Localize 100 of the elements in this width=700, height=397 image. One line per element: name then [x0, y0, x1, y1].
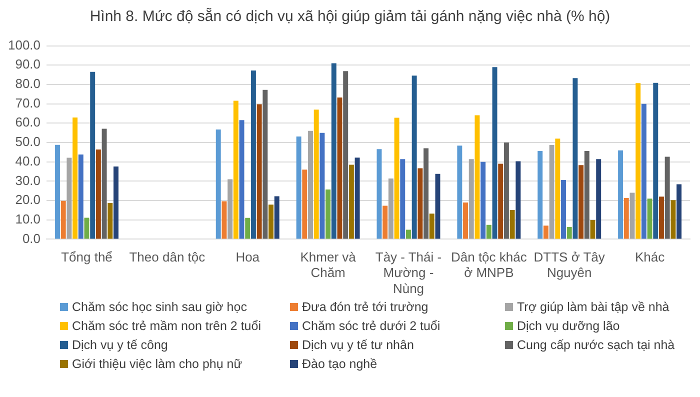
bar [256, 104, 262, 239]
legend-label: Chăm sóc trẻ dưới 2 tuổi [302, 319, 440, 333]
bar [435, 174, 440, 239]
bar [400, 159, 406, 239]
bar [55, 144, 60, 239]
bar [618, 150, 624, 239]
bar [320, 132, 325, 239]
bar [492, 67, 498, 239]
bar [114, 166, 118, 239]
bar [561, 180, 566, 239]
bar [354, 158, 360, 239]
bar [578, 165, 584, 239]
bar [388, 178, 394, 239]
bar [486, 224, 492, 239]
bar [406, 230, 411, 239]
bar [543, 226, 548, 239]
legend-label: Dịch vụ dưỡng lão [517, 319, 620, 333]
legend-label: Trợ giúp làm bài tập về nhà [517, 300, 670, 314]
bar [647, 198, 652, 239]
bar [78, 154, 84, 239]
x-tick-label: DTTS ở Tây Nguyên [534, 250, 606, 280]
bar [504, 142, 509, 239]
bar [516, 161, 521, 239]
bar [584, 151, 590, 239]
y-tick-label: 80.0 [15, 76, 41, 92]
bar [90, 72, 96, 239]
bar [239, 120, 244, 239]
bar [96, 149, 101, 239]
bar [228, 179, 233, 239]
bar [480, 162, 486, 239]
bar [590, 220, 596, 239]
bar [538, 151, 543, 239]
bar [274, 196, 280, 239]
y-tick-label: 40.0 [15, 153, 41, 168]
bar [498, 164, 504, 239]
bar [348, 164, 354, 239]
bar [382, 206, 388, 239]
bar [636, 83, 641, 239]
bar [102, 128, 107, 239]
bar [376, 149, 382, 239]
bar [326, 189, 331, 239]
legend-label: Chăm sóc trẻ mầm non trên 2 tuổi [72, 319, 261, 333]
bar [474, 115, 480, 239]
bar [262, 90, 268, 239]
bar [308, 130, 313, 239]
x-tick-label: Khác [634, 250, 666, 265]
bar [596, 159, 602, 239]
x-tick-label: Theo dân tộc [129, 250, 206, 265]
y-tick-label: 50.0 [15, 134, 41, 150]
bar [314, 110, 319, 239]
legend-label: Dịch vụ y tế tư nhân [302, 338, 414, 352]
y-tick-label: 0.0 [22, 230, 41, 246]
bar [72, 118, 78, 239]
legend-label: Dịch vụ y tế công [72, 338, 168, 352]
bar [676, 184, 682, 239]
bar [60, 200, 66, 239]
bar [664, 156, 670, 239]
bar [457, 146, 462, 239]
bar [429, 214, 434, 239]
x-tick-label: Hoa [236, 250, 260, 265]
bar [418, 168, 423, 239]
bar [394, 118, 400, 239]
legend-label: Đào tạo nghề [302, 357, 378, 371]
bar [268, 204, 274, 239]
bar [302, 170, 308, 239]
y-tick-label: 10.0 [15, 211, 41, 226]
bar [424, 148, 429, 239]
bar [468, 159, 474, 239]
legend-label: Cung cấp nước sạch tại nhà [517, 338, 675, 352]
y-tick-label: 20.0 [15, 192, 41, 208]
bar [670, 200, 676, 239]
bar [331, 63, 336, 239]
bar [343, 71, 348, 239]
bar [233, 100, 238, 239]
bar [549, 145, 554, 239]
bar [624, 198, 629, 239]
bar [630, 192, 635, 239]
bar [641, 104, 646, 239]
chart-title: Hình 8. Mức độ sẵn có dịch vụ xã hội giúp giảm tải gánh nặng việc nhà (% hộ) [88, 7, 612, 27]
bar [66, 158, 72, 239]
y-tick-label: 90.0 [15, 56, 41, 72]
bar [555, 138, 560, 239]
x-tick-label: Khmer và Chăm [300, 250, 357, 280]
bar [337, 97, 342, 239]
bar [653, 82, 658, 239]
bar [250, 70, 256, 239]
bar [108, 203, 113, 239]
bar [412, 76, 417, 239]
bar [222, 201, 227, 239]
legend-label: Chăm sóc học sinh sau giờ học [72, 300, 247, 314]
bar [566, 227, 572, 239]
legend-label: Giới thiệu việc làm cho phụ nữ [72, 357, 242, 371]
x-tick-label: Dân tộc khác ở MNPB [450, 250, 528, 280]
bar [463, 202, 468, 239]
bar [245, 218, 250, 239]
bar [296, 136, 302, 239]
y-tick-label: 30.0 [15, 172, 41, 188]
y-tick-label: 100.0 [8, 37, 41, 52]
bar [510, 210, 515, 239]
bar [84, 218, 90, 239]
